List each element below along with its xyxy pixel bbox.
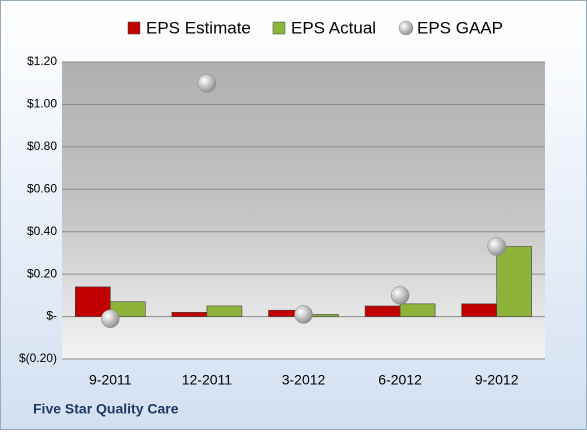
legend-marker <box>398 20 414 36</box>
bar <box>461 303 498 317</box>
bar <box>206 305 243 317</box>
x-tick-label: 3-2012 <box>282 372 326 388</box>
x-tick-label: 6-2012 <box>378 372 422 388</box>
marker <box>101 309 120 328</box>
bar <box>110 301 146 317</box>
bar <box>496 246 533 317</box>
bar <box>171 312 208 317</box>
x-tick-label: 9-2011 <box>89 372 132 388</box>
legend-swatch <box>272 21 286 35</box>
legend-label: EPS Actual <box>291 18 376 37</box>
bar <box>399 303 436 317</box>
marker <box>294 305 313 324</box>
legend-label: EPS Estimate <box>146 18 251 37</box>
y-tick-label: $0.20 <box>27 266 57 280</box>
footer: Five Star Quality Care <box>33 401 179 417</box>
y-tick-label: $- <box>46 309 57 323</box>
x-tick-label: 9-2012 <box>475 372 519 388</box>
y-tick-label: $0.80 <box>27 139 57 153</box>
bar <box>364 305 401 317</box>
y-tick-label: $0.40 <box>27 224 57 238</box>
legend-swatch <box>127 21 141 35</box>
marker <box>390 286 410 305</box>
x-tick-label: 12-2011 <box>182 372 233 388</box>
y-tick-label: $1.20 <box>27 54 57 68</box>
marker <box>487 237 506 256</box>
y-tick-label: $1.00 <box>27 97 57 111</box>
y-tick-label: $0.60 <box>27 181 57 195</box>
y-tick-label: $(0.20) <box>19 351 57 365</box>
legend-label: EPS GAAP <box>417 18 503 37</box>
marker <box>197 73 217 93</box>
